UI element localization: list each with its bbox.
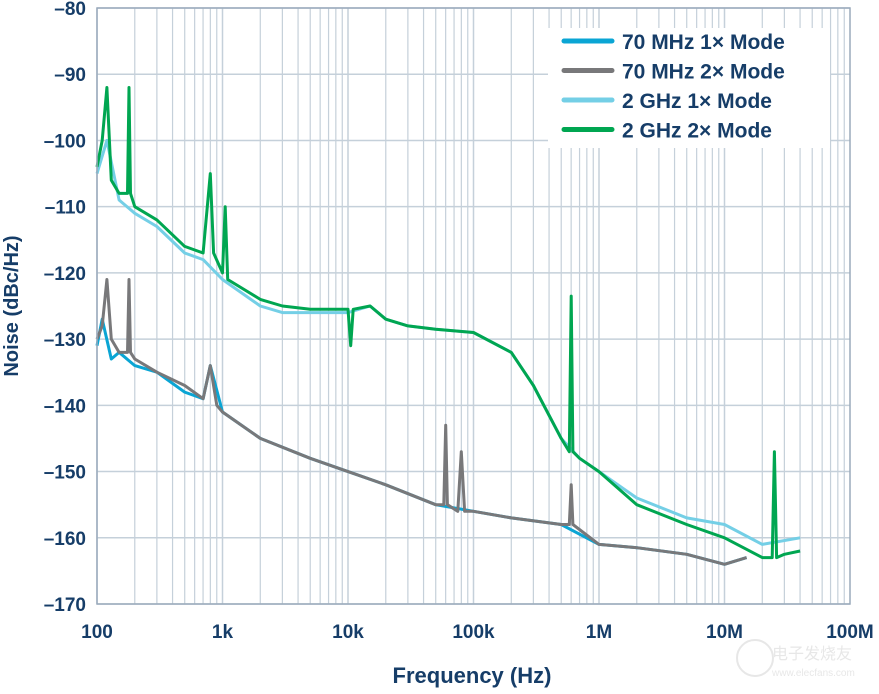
watermark-logo: 电子发烧友 www.elecfans.com [736, 639, 855, 679]
y-tick-label: –120 [44, 264, 86, 285]
legend-label: 2 GHz 1× Mode [622, 90, 772, 113]
x-tick-label: 1M [586, 622, 612, 643]
x-tick-label: 100k [452, 622, 495, 643]
x-tick-label: 100 [81, 622, 113, 643]
y-tick-label: –90 [54, 65, 86, 86]
legend-label: 70 MHz 2× Mode [622, 61, 785, 84]
x-tick-label: 10k [332, 622, 364, 643]
legend-label: 70 MHz 1× Mode [622, 31, 785, 54]
y-tick-label: –140 [44, 396, 86, 417]
x-tick-label: 1k [212, 622, 234, 643]
y-tick-labels: –80 –90 –100 –110 –120 –130 –140 –150 –160 –170 [44, 0, 86, 616]
legend: 70 MHz 1× Mode 70 MHz 2× Mode 2 GHz 1× Mod… [548, 28, 830, 148]
x-tick-label: 10M [706, 622, 743, 643]
y-tick-label: –80 [54, 0, 86, 20]
series-line-1 [95, 278, 748, 566]
x-tick-labels: 100 1k 10k 100k 1M 10M 100M [81, 622, 874, 643]
y-tick-label: –110 [45, 198, 86, 219]
x-axis-label: Frequency (Hz) [393, 663, 552, 688]
y-tick-label: –150 [44, 463, 86, 484]
svg-text:www.elecfans.com: www.elecfans.com [771, 668, 855, 679]
legend-label: 2 GHz 2× Mode [622, 120, 772, 143]
series-group [95, 86, 801, 566]
svg-text:电子发烧友: 电子发烧友 [772, 645, 852, 663]
y-tick-label: –130 [44, 330, 86, 351]
y-tick-label: –160 [44, 529, 86, 550]
y-tick-label: –100 [44, 131, 86, 152]
series-line-3 [95, 86, 801, 560]
y-tick-label: –170 [44, 595, 86, 616]
plot-frame [96, 7, 851, 605]
x-tick-label: 100M [826, 622, 874, 643]
y-axis-label: Noise (dBc/Hz) [1, 235, 23, 376]
